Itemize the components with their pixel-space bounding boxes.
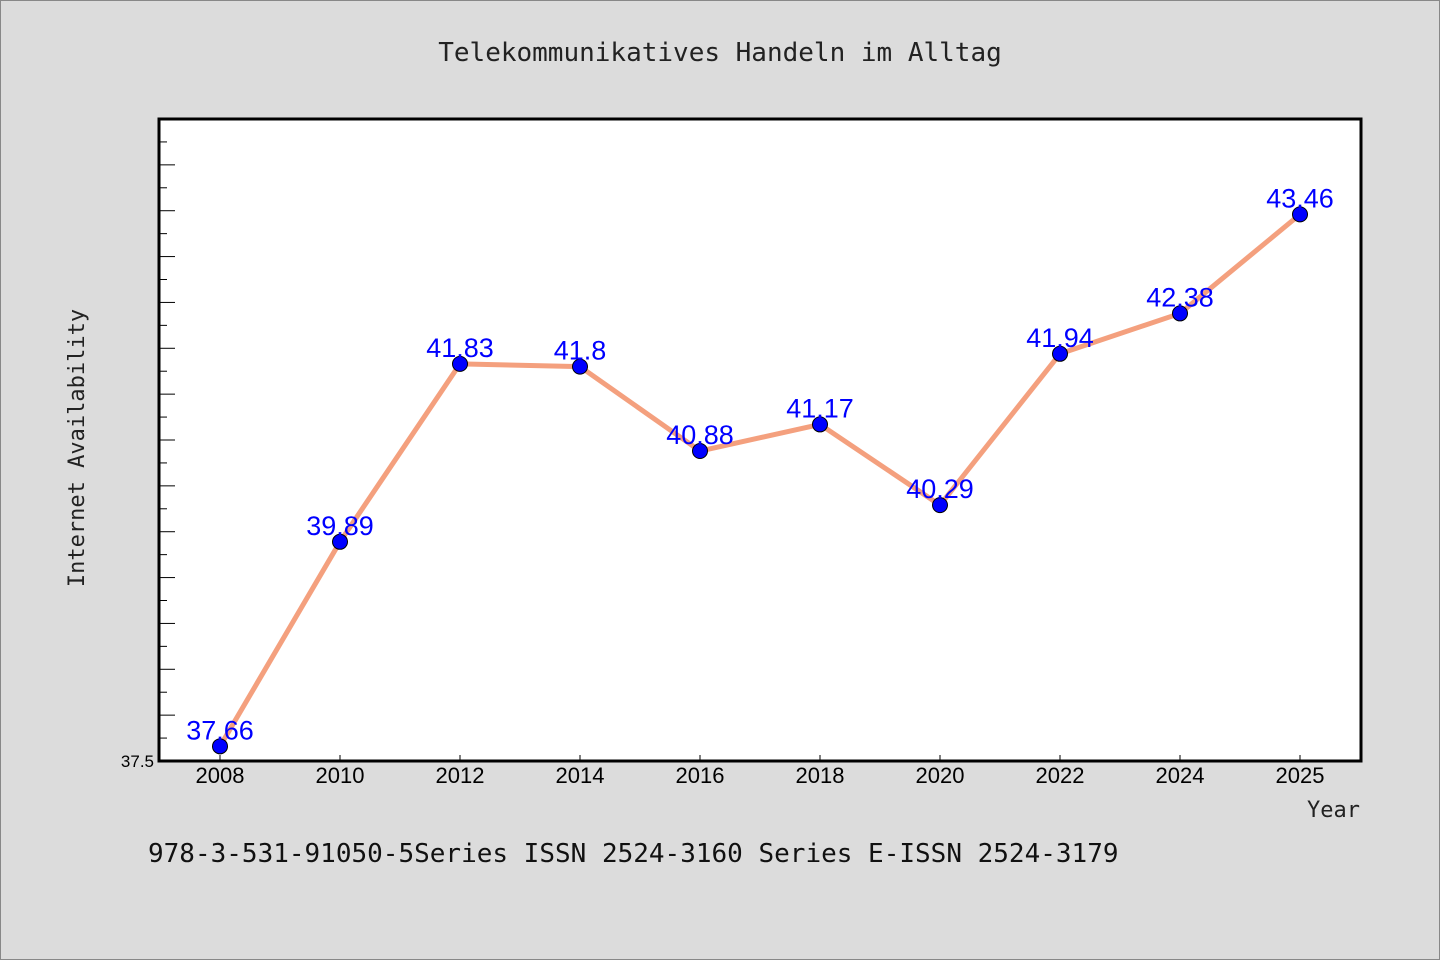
data-label: 40.29 xyxy=(906,474,974,504)
chart-title: Telekommunikatives Handeln im Alltag xyxy=(438,38,1002,68)
y-tick-label: 37.5 xyxy=(121,752,154,771)
x-axis-ticks: 2008 2010 2012 2014 2016 2018 2020 2022 2024 2025 xyxy=(196,755,1325,788)
data-point xyxy=(1052,345,1068,362)
x-tick-label: 2010 xyxy=(316,763,365,788)
x-tick-label: 2016 xyxy=(676,763,725,788)
data-point xyxy=(692,443,708,460)
data-point xyxy=(1172,305,1188,322)
data-point xyxy=(1292,206,1308,223)
data-point xyxy=(332,533,348,550)
y-axis-label: Internet Availability xyxy=(65,309,90,587)
data-point xyxy=(212,738,228,755)
x-tick-label: 2025 xyxy=(1276,763,1325,788)
series xyxy=(212,206,1308,755)
data-label: 39.89 xyxy=(306,511,374,541)
data-point xyxy=(452,355,468,372)
data-label: 41.17 xyxy=(786,393,854,423)
x-tick-label: 2008 xyxy=(196,763,245,788)
data-labels: 37.66 39.89 41.83 41.8 40.88 41.17 40.29 41.94 4… xyxy=(186,183,1334,745)
data-label: 40.88 xyxy=(666,420,734,450)
data-label: 41.83 xyxy=(426,333,494,363)
x-tick-label: 2024 xyxy=(1156,763,1205,788)
footer-isbn-issn: 978-3-531-91050-5Series ISSN 2524-3160 S… xyxy=(148,839,1119,869)
x-tick-label: 2018 xyxy=(796,763,845,788)
data-point xyxy=(572,358,588,375)
data-label: 41.94 xyxy=(1026,323,1094,353)
data-point xyxy=(812,416,828,433)
data-label: 43.46 xyxy=(1266,183,1334,213)
y-axis-ticks: 37.5 xyxy=(121,118,175,771)
data-point xyxy=(932,497,948,514)
x-tick-label: 2020 xyxy=(916,763,965,788)
x-tick-label: 2022 xyxy=(1036,763,1085,788)
data-label: 42.38 xyxy=(1146,282,1214,312)
data-label: 37.66 xyxy=(186,715,254,745)
x-axis-label: Year xyxy=(1307,798,1360,823)
x-tick-label: 2012 xyxy=(436,763,485,788)
series-line xyxy=(217,211,1303,749)
x-tick-label: 2014 xyxy=(556,763,605,788)
data-label: 41.8 xyxy=(554,336,607,366)
